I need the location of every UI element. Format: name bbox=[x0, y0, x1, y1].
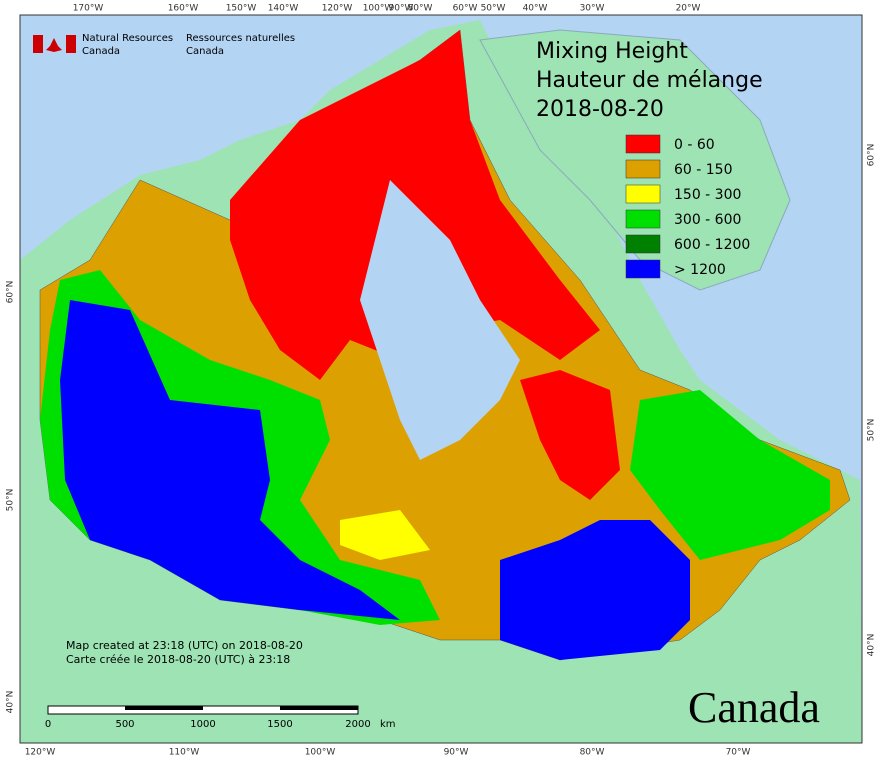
longitude-label: 170°W bbox=[73, 4, 104, 14]
longitude-label: 60°W bbox=[453, 4, 478, 14]
scale-label: 1000 bbox=[190, 719, 215, 730]
longitude-label: 40°W bbox=[523, 4, 548, 14]
scale-label: 2000 bbox=[345, 719, 370, 730]
longitude-label: 100°W bbox=[305, 748, 336, 758]
longitude-label: 110°W bbox=[169, 748, 200, 758]
legend-swatch bbox=[625, 209, 661, 229]
legend-label: 300 - 600 bbox=[674, 212, 741, 228]
flag-bar bbox=[33, 35, 43, 53]
flag-bar bbox=[66, 35, 76, 53]
org-name: Canada bbox=[186, 46, 224, 57]
frame-border bbox=[19, 14, 863, 744]
hudson-bay bbox=[360, 180, 520, 460]
title: Mixing Height bbox=[536, 39, 688, 64]
longitude-label: 160°W bbox=[168, 4, 199, 14]
longitude-label: 80°W bbox=[580, 748, 605, 758]
zone-blue-east bbox=[500, 520, 690, 660]
org-name: Canada bbox=[82, 46, 120, 57]
wordmark: Canada bbox=[688, 683, 820, 732]
zone-blue-west bbox=[60, 300, 400, 620]
longitude-label: 30°W bbox=[580, 4, 605, 14]
scale-label: 1500 bbox=[267, 719, 292, 730]
longitude-label: 70°W bbox=[726, 748, 751, 758]
longitude-label: 140°W bbox=[268, 4, 299, 14]
longitude-label: 50°W bbox=[481, 4, 506, 14]
scale-unit: km bbox=[380, 719, 396, 730]
title: Hauteur de mélange bbox=[536, 68, 763, 93]
longitude-label: 90°W bbox=[444, 748, 469, 758]
legend-swatch bbox=[625, 184, 661, 204]
longitude-label: 20°W bbox=[676, 4, 701, 14]
legend-swatch bbox=[625, 134, 661, 154]
note: Map created at 23:18 (UTC) on 2018-08-20 bbox=[66, 639, 303, 652]
longitude-label: 80°W bbox=[408, 4, 433, 14]
latitude-label: 50°N bbox=[867, 419, 877, 442]
legend-label: 150 - 300 bbox=[674, 187, 741, 203]
scale-label: 500 bbox=[115, 719, 134, 730]
legend-swatch bbox=[625, 259, 661, 279]
note: Carte créée le 2018-08-20 (UTC) à 23:18 bbox=[66, 653, 290, 666]
scale-bar bbox=[47, 705, 359, 715]
zone-green-east bbox=[630, 390, 830, 560]
scale-label: 0 bbox=[45, 719, 51, 730]
legend-label: 0 - 60 bbox=[674, 137, 715, 153]
zone-labrador bbox=[520, 370, 620, 500]
longitude-label: 90°W bbox=[389, 4, 414, 14]
latitude-label: 40°N bbox=[6, 691, 16, 714]
legend-label: > 1200 bbox=[674, 262, 726, 278]
legend-label: 600 - 1200 bbox=[674, 237, 750, 253]
longitude-label: 150°W bbox=[226, 4, 257, 14]
legend-swatch bbox=[625, 234, 661, 254]
scale-segment bbox=[280, 706, 358, 710]
org-name: Ressources naturelles bbox=[186, 33, 295, 44]
map-frame bbox=[19, 14, 863, 744]
zone-yellow bbox=[340, 510, 430, 560]
longitude-label: 120°W bbox=[25, 748, 56, 758]
logo bbox=[33, 35, 76, 53]
longitude-label: 100°W bbox=[363, 4, 394, 14]
legend-label: 60 - 150 bbox=[674, 162, 733, 178]
maple-leaf bbox=[46, 38, 62, 52]
latitude-label: 50°N bbox=[6, 489, 16, 512]
longitude-label: 120°W bbox=[322, 4, 353, 14]
latitude-label: 60°N bbox=[6, 281, 16, 304]
scale-segment bbox=[125, 706, 203, 710]
latitude-label: 40°N bbox=[867, 634, 877, 657]
org-name: Natural Resources bbox=[82, 33, 173, 44]
legend-swatch bbox=[625, 159, 661, 179]
date: 2018-08-20 bbox=[536, 97, 664, 122]
latitude-label: 60°N bbox=[867, 144, 877, 167]
